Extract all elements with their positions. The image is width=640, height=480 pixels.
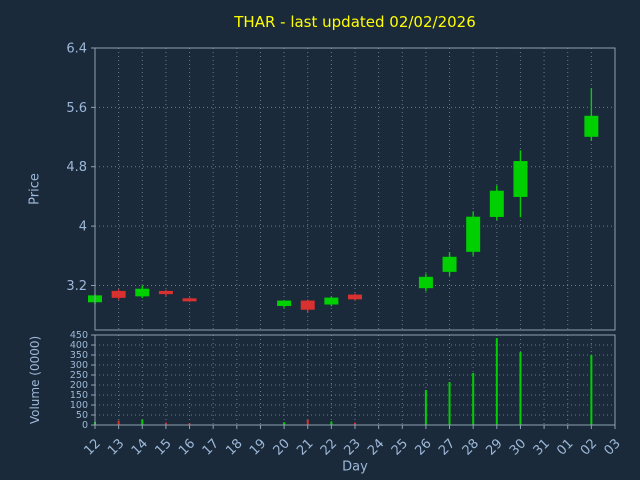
- svg-text:29: 29: [483, 436, 505, 458]
- svg-text:250: 250: [70, 370, 88, 381]
- svg-text:02: 02: [578, 436, 600, 458]
- svg-text:14: 14: [129, 436, 151, 458]
- svg-text:5.6: 5.6: [66, 101, 87, 116]
- svg-text:400: 400: [70, 340, 88, 351]
- svg-text:17: 17: [200, 436, 222, 458]
- svg-text:19: 19: [247, 436, 269, 458]
- svg-text:20: 20: [271, 436, 293, 458]
- svg-text:4: 4: [79, 220, 87, 235]
- svg-text:50: 50: [76, 410, 88, 421]
- chart-title: THAR - last updated 02/02/2026: [234, 13, 476, 31]
- svg-text:13: 13: [105, 436, 127, 458]
- svg-text:16: 16: [176, 436, 198, 458]
- svg-text:27: 27: [436, 436, 458, 458]
- svg-text:30: 30: [507, 436, 529, 458]
- svg-text:350: 350: [70, 350, 88, 361]
- svg-text:6.4: 6.4: [66, 42, 87, 57]
- svg-text:26: 26: [412, 436, 434, 458]
- svg-text:12: 12: [82, 436, 104, 458]
- svg-text:21: 21: [294, 436, 316, 458]
- svg-text:01: 01: [554, 436, 576, 458]
- svg-text:15: 15: [152, 436, 174, 458]
- svg-text:150: 150: [70, 390, 88, 401]
- svg-text:24: 24: [365, 436, 387, 458]
- svg-text:22: 22: [318, 436, 340, 458]
- svg-text:23: 23: [342, 436, 364, 458]
- x-axis-label: Day: [342, 459, 368, 475]
- svg-text:200: 200: [70, 380, 88, 391]
- svg-text:31: 31: [531, 436, 553, 458]
- svg-text:25: 25: [389, 436, 411, 458]
- svg-text:0: 0: [82, 420, 88, 431]
- svg-text:28: 28: [460, 436, 482, 458]
- svg-text:100: 100: [70, 400, 88, 411]
- svg-text:18: 18: [223, 436, 245, 458]
- svg-text:03: 03: [602, 436, 624, 458]
- svg-text:3.2: 3.2: [66, 279, 87, 294]
- svg-text:450: 450: [70, 330, 88, 341]
- svg-text:300: 300: [70, 360, 88, 371]
- svg-text:4.8: 4.8: [66, 160, 87, 175]
